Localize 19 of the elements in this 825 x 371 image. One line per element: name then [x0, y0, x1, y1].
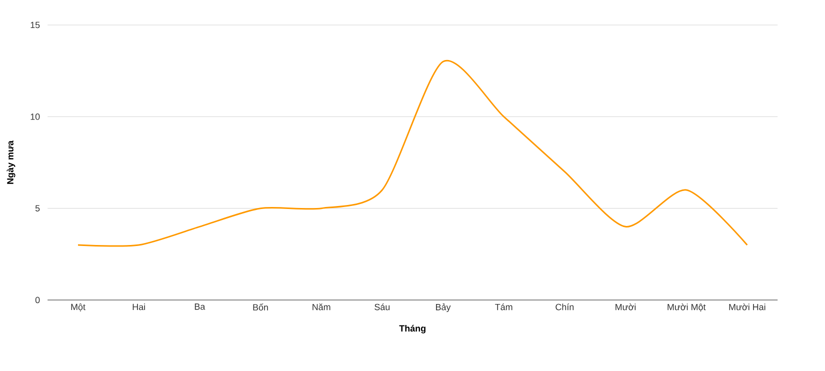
x-tick-label: Sáu	[374, 304, 390, 310]
y-tick-label: 10	[30, 113, 40, 120]
line-series	[77, 60, 748, 247]
x-tick-label: Năm	[312, 304, 330, 310]
x-tick-label: Ba	[194, 304, 206, 310]
x-tick-label: Mười	[616, 304, 636, 310]
y-tick-label: 5	[35, 205, 40, 212]
x-tick-label: Chín	[556, 304, 574, 310]
x-tick-label: Bốn	[253, 304, 268, 311]
x-tick-label: Mười Một	[668, 304, 706, 312]
x-tick-label: Bảy	[436, 304, 451, 312]
x-tick-label: Hai	[132, 304, 145, 310]
y-tick-label: 0	[35, 296, 40, 304]
y-tick-label: 15	[30, 22, 40, 28]
x-tick-label: Mười Hai	[729, 304, 766, 310]
x-tick-label: Tám	[495, 304, 512, 310]
y-axis-title: Ngày mưa	[6, 140, 16, 184]
x-tick-label: Một	[71, 304, 86, 312]
x-axis-title: Tháng	[399, 324, 426, 334]
